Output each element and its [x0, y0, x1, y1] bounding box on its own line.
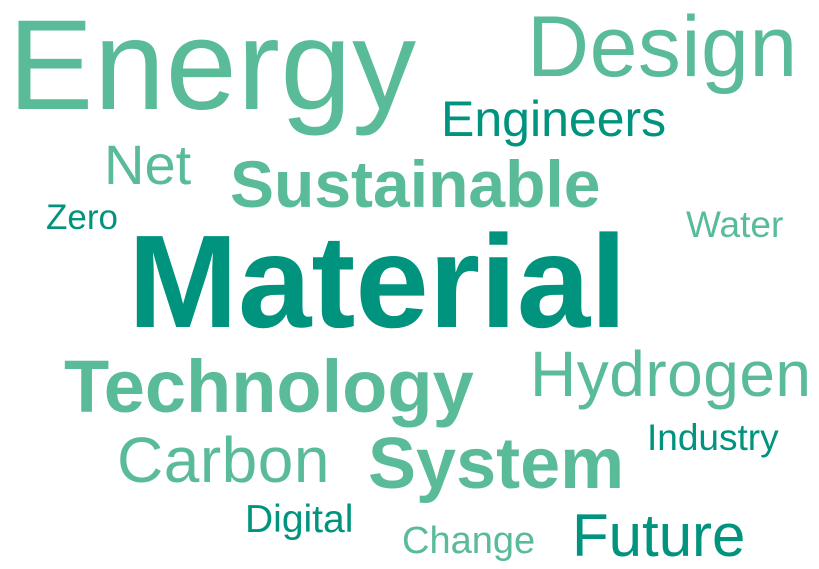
word-net: Net — [104, 133, 192, 196]
word-sustainable: Sustainable — [230, 147, 601, 221]
word-design: Design — [527, 0, 798, 95]
word-material: Material — [128, 208, 627, 355]
word-system: System — [368, 424, 625, 504]
word-hydrogen: Hydrogen — [530, 338, 812, 410]
word-industry: Industry — [647, 417, 779, 458]
word-change: Change — [402, 520, 536, 562]
word-engineers: Engineers — [441, 91, 667, 147]
word-carbon: Carbon — [117, 424, 330, 496]
word-future: Future — [572, 502, 746, 569]
word-technology: Technology — [64, 345, 474, 428]
word-energy: Energy — [8, 0, 417, 137]
word-zero: Zero — [46, 198, 118, 237]
word-digital: Digital — [245, 498, 354, 541]
word-water: Water — [686, 204, 784, 245]
